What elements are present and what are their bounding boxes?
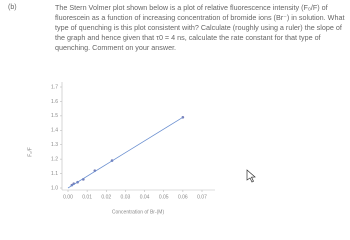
y-tick-label: 1.5 (51, 113, 58, 119)
question-text: The Stern Volmer plot shown below is a p… (55, 3, 345, 52)
cursor-icon (246, 169, 256, 183)
x-tick-label: 0.01 (82, 194, 92, 200)
y-tick-label: 1.7 (51, 84, 58, 90)
x-axis-label: Concentration of Br-(M) (112, 209, 165, 215)
x-tick-label: 0.03 (121, 194, 131, 200)
x-tick-label: 0.06 (178, 194, 188, 200)
y-tick-label: 1.2 (51, 156, 58, 162)
page: (b) The Stern Volmer plot shown below is… (8, 3, 345, 215)
y-axis-label: F₀/F (27, 147, 33, 157)
y-tick-label: 1.3 (51, 142, 58, 148)
trend-line (67, 116, 184, 189)
y-tick-label: 1.6 (51, 99, 58, 105)
x-tick-label: 0.00 (63, 194, 73, 200)
x-tick-label: 0.02 (101, 194, 111, 200)
x-tick-label: 0.05 (159, 194, 169, 200)
question-label: (b) (8, 4, 17, 11)
chart: Concentration of Br-(M) F₀/F 1.0 1.1 1.2 1.… (27, 82, 256, 215)
x-tick-label: 0.07 (197, 194, 207, 200)
y-tick-label: 1.4 (51, 128, 58, 134)
x-tick-label: 0.04 (140, 194, 150, 200)
y-tick-label: 1.1 (51, 171, 58, 177)
y-tick-label: 1.0 (51, 185, 58, 191)
